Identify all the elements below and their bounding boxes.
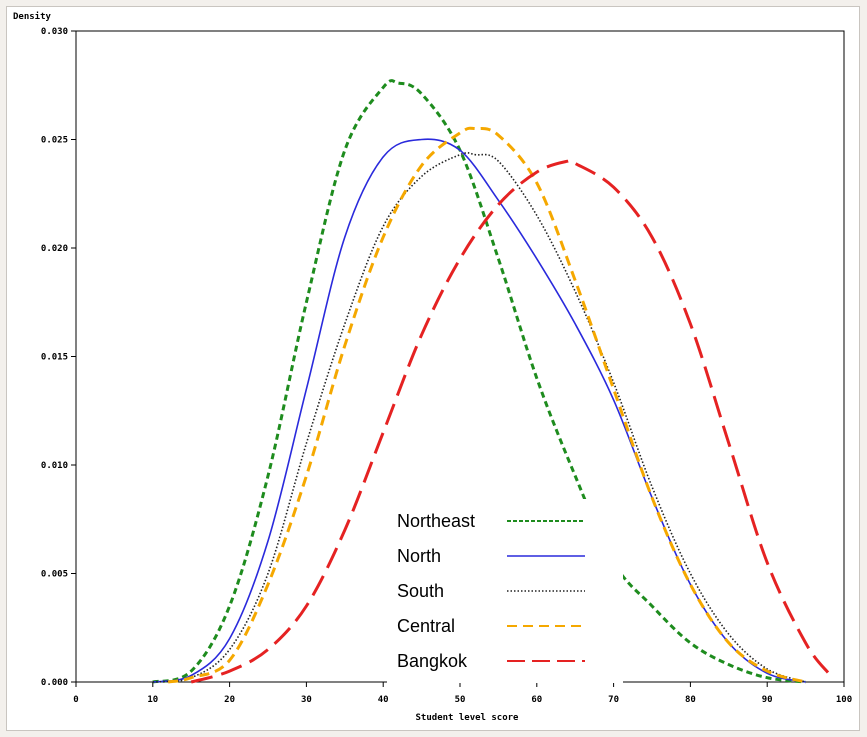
y-tick-label: 0.030: [41, 27, 68, 37]
legend: Northeast North South Central Bangkok: [397, 511, 585, 671]
x-tick-label: 80: [685, 695, 696, 705]
series-line-bangkok: [190, 158, 830, 684]
chart-frame: Density Student level score 0 10 20 30 40 50 6…: [6, 6, 860, 731]
legend-label-central: Central: [397, 616, 455, 636]
x-tick-label: 90: [762, 695, 773, 705]
y-tick-label: 0.010: [41, 461, 68, 471]
y-tick-label: 0.005: [41, 570, 68, 580]
density-chart: Density Student level score 0 10 20 30 40 50 6…: [13, 11, 852, 723]
legend-label-northeast: Northeast: [397, 511, 475, 531]
density-curves: [152, 79, 830, 684]
y-axis-title: Density: [13, 11, 52, 22]
x-tick-label: 30: [301, 695, 312, 705]
series-line-north: [152, 138, 806, 683]
y-tick-label: 0.015: [41, 353, 68, 363]
x-tick-label: 50: [455, 695, 466, 705]
series-line-south: [152, 152, 806, 683]
legend-label-north: North: [397, 546, 441, 566]
legend-label-bangkok: Bangkok: [397, 651, 468, 671]
y-tick-label: 0.025: [41, 136, 68, 146]
x-tick-label: 10: [147, 695, 158, 705]
x-tick-label: 70: [608, 695, 619, 705]
legend-box: [387, 499, 623, 683]
series-line-central: [167, 126, 807, 684]
y-tick-label: 0.000: [41, 678, 68, 688]
x-tick-label: 60: [531, 695, 542, 705]
y-tick-label: 0.020: [41, 244, 68, 254]
legend-label-south: South: [397, 581, 444, 601]
series-line-northeast: [152, 79, 806, 684]
x-tick-label: 20: [224, 695, 235, 705]
axis-ticks: 0 10 20 30 40 50 60 70 80 90 100 0.000 0.005 0.010 0.0…: [41, 27, 852, 705]
x-tick-label: 100: [836, 695, 852, 705]
x-tick-label: 40: [378, 695, 389, 705]
x-axis-title: Student level score: [416, 713, 520, 723]
x-tick-label: 0: [73, 695, 78, 705]
